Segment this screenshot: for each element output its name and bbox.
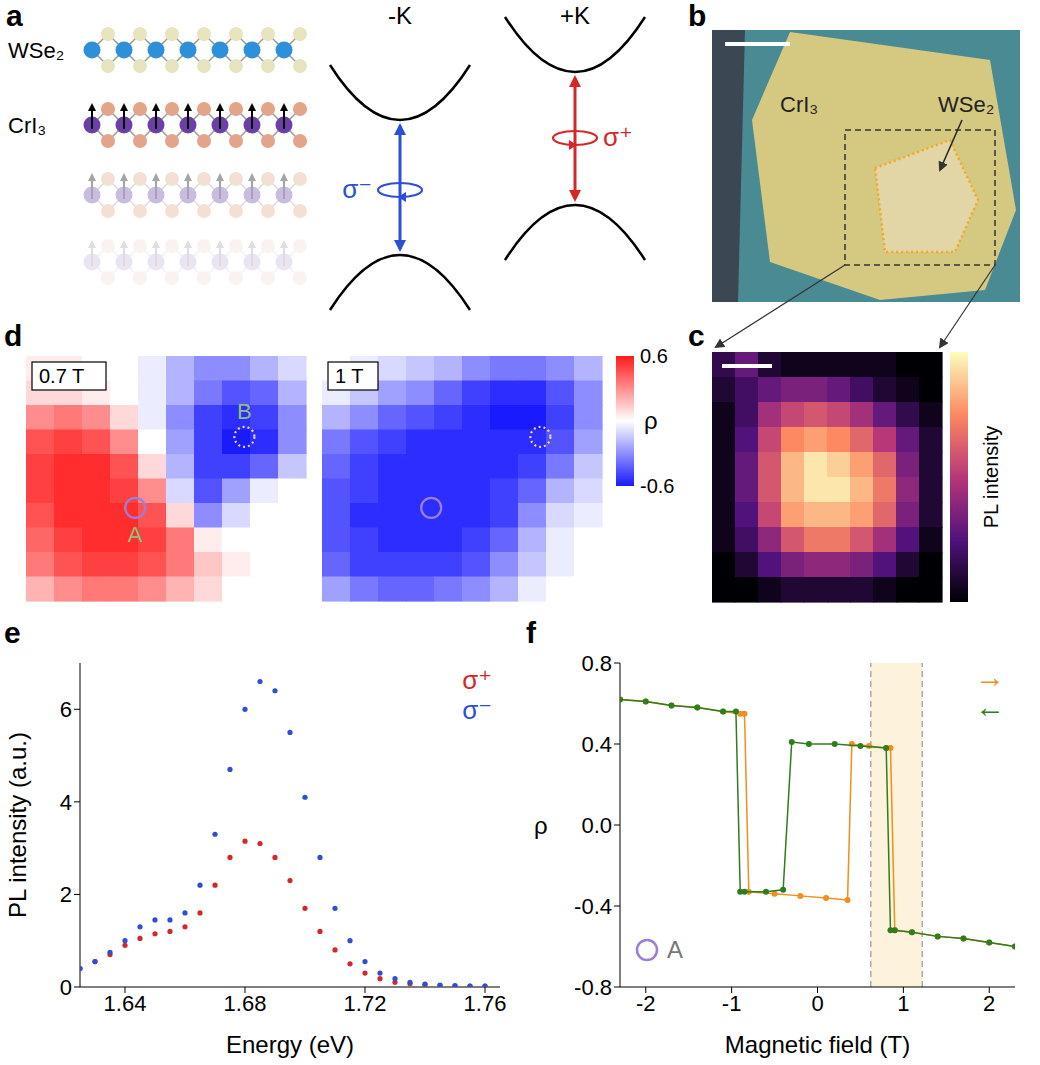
svg-text:+K: +K [560, 2, 590, 29]
html-text:e: e [4, 616, 21, 649]
svg-text:0.0: 0.0 [581, 813, 612, 838]
svg-text:d: d [4, 319, 22, 352]
svg-text:0.6: 0.6 [640, 345, 668, 367]
svg-text:1.64: 1.64 [104, 991, 147, 1016]
svg-text:4: 4 [60, 790, 72, 815]
svg-text:0.4: 0.4 [581, 732, 612, 757]
svg-text:Energy (eV): Energy (eV) [226, 1031, 354, 1058]
svg-text:-0.6: -0.6 [640, 475, 674, 497]
svg-text:CrI₃: CrI₃ [780, 92, 818, 117]
svg-text:WSe₂: WSe₂ [8, 38, 64, 63]
svg-text:1 T: 1 T [335, 365, 364, 387]
svg-text:0.8: 0.8 [581, 651, 612, 676]
svg-text:1.76: 1.76 [464, 991, 507, 1016]
svg-text:-0.4: -0.4 [574, 894, 612, 919]
svg-text:ρ: ρ [534, 812, 548, 839]
svg-text:A: A [128, 522, 143, 547]
svg-text:2: 2 [60, 882, 72, 907]
html-text:σ⁻: σ⁻ [462, 694, 492, 725]
svg-text:B: B [237, 399, 252, 424]
svg-text:c: c [688, 319, 705, 352]
svg-text:PL intensity: PL intensity [980, 426, 1002, 529]
svg-text:-2: -2 [636, 991, 656, 1016]
svg-text:-0.8: -0.8 [574, 975, 612, 1000]
svg-text:σ⁻: σ⁻ [342, 174, 372, 204]
svg-text:0.7 T: 0.7 T [39, 365, 84, 387]
svg-text:CrI₃: CrI₃ [8, 113, 46, 138]
svg-text:ρ: ρ [644, 407, 658, 434]
svg-text:WSe₂: WSe₂ [938, 92, 994, 117]
svg-text:PL intensity (a.u.): PL intensity (a.u.) [4, 732, 31, 918]
svg-text:1: 1 [897, 991, 909, 1016]
svg-text:2: 2 [983, 991, 995, 1016]
svg-text:0: 0 [60, 975, 72, 1000]
svg-text:1.68: 1.68 [224, 991, 267, 1016]
html-text:f: f [526, 616, 536, 649]
svg-text:b: b [688, 0, 706, 32]
svg-text:-K: -K [388, 2, 412, 29]
html-text:σ⁺: σ⁺ [462, 665, 492, 695]
svg-text:Magnetic field (T): Magnetic field (T) [725, 1031, 910, 1058]
svg-text:0: 0 [811, 991, 823, 1016]
svg-text:1.72: 1.72 [344, 991, 387, 1016]
svg-text:-1: -1 [722, 991, 742, 1016]
svg-text:σ⁺: σ⁺ [603, 122, 633, 152]
svg-text:a: a [6, 0, 23, 32]
html-text:A: A [667, 936, 683, 963]
svg-text:6: 6 [60, 697, 72, 722]
